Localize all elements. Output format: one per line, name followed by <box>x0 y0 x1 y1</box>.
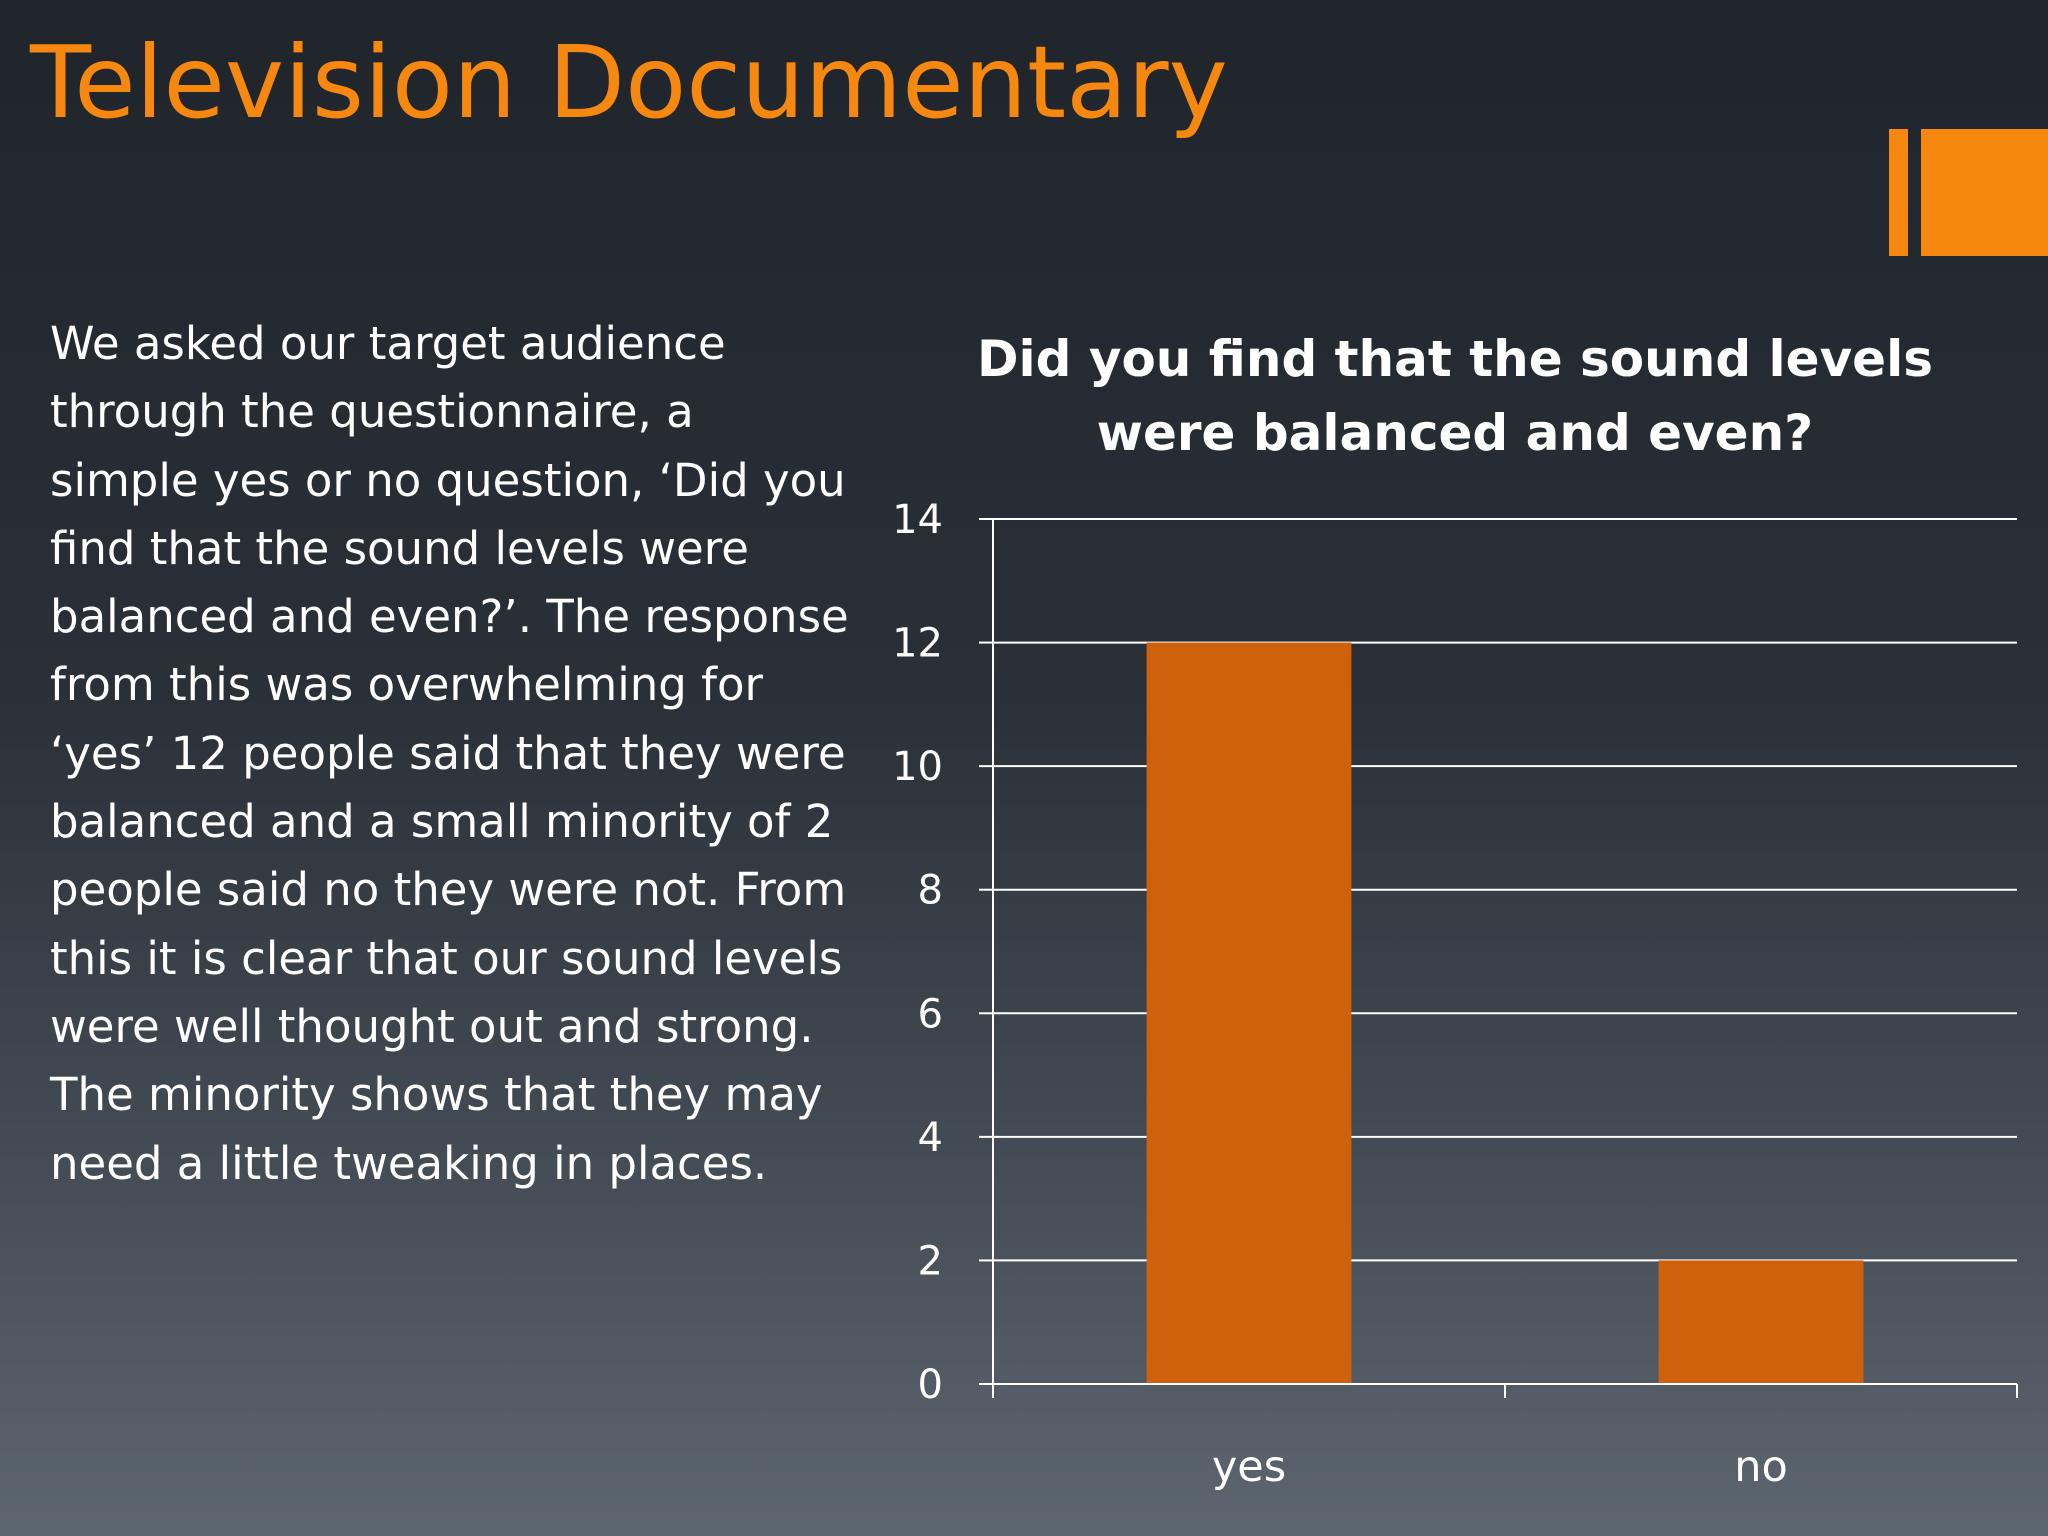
bar-no <box>1658 1260 1864 1384</box>
x-tick-label-no: no <box>1734 1442 1788 1492</box>
body-text: We asked our target audience through the… <box>50 317 849 1190</box>
y-tick-label: 0 <box>918 1362 943 1408</box>
y-tick-label: 14 <box>892 497 943 543</box>
y-tick-label: 10 <box>892 744 943 790</box>
y-tick-label: 2 <box>918 1238 943 1284</box>
accent-bar-block <box>1921 129 2048 256</box>
slide-title: Television Documentary <box>30 24 1228 141</box>
y-tick-label: 12 <box>892 621 943 667</box>
chart-title: Did you find that the sound levels were … <box>977 330 1933 462</box>
x-tick-label-yes: yes <box>1212 1442 1286 1492</box>
accent-bar-thin <box>1889 129 1908 256</box>
y-tick-label: 4 <box>918 1115 943 1161</box>
bar-yes <box>1146 642 1352 1384</box>
y-tick-label: 6 <box>918 991 943 1037</box>
y-tick-label: 8 <box>918 868 943 914</box>
